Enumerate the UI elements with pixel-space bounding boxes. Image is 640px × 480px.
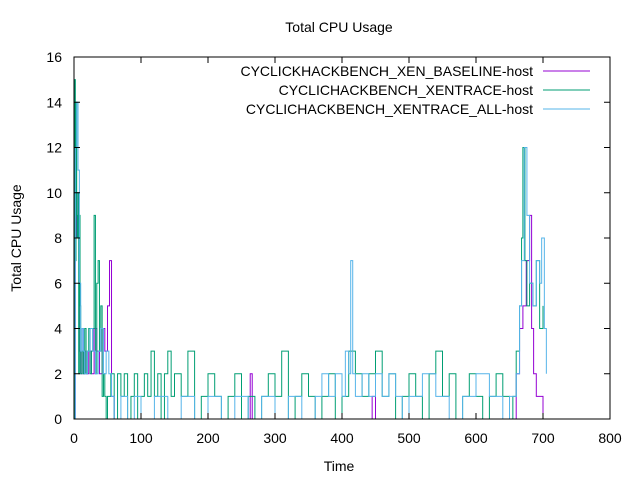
- y-tick-label: 16: [46, 49, 62, 65]
- y-tick-label: 0: [54, 411, 62, 427]
- x-tick-label: 300: [263, 430, 287, 446]
- x-tick-label: 200: [196, 430, 220, 446]
- series-layer: [74, 79, 547, 420]
- y-axis-label: Total CPU Usage: [8, 184, 24, 292]
- legend-label-2: CYCLICHACKBENCH_XENTRACE-host: [279, 82, 534, 98]
- y-tick-label: 10: [46, 185, 62, 201]
- x-tick-label: 400: [330, 430, 354, 446]
- x-tick-label: 0: [70, 430, 78, 446]
- x-tick-label: 800: [598, 430, 622, 446]
- x-tick-label: 600: [464, 430, 488, 446]
- series-line-2: [74, 79, 544, 420]
- x-tick-label: 500: [397, 430, 421, 446]
- y-tick-label: 8: [54, 230, 62, 246]
- y-tick-label: 6: [54, 275, 62, 291]
- x-tick-label: 700: [531, 430, 555, 446]
- x-axis-label: Time: [324, 458, 355, 474]
- y-tick-label: 4: [54, 321, 62, 337]
- series-line-3: [74, 101, 547, 420]
- legend-label-1: CYCLICKHACKBENCH_XEN_BASELINE-host: [240, 63, 533, 79]
- y-tick-label: 12: [46, 140, 62, 156]
- legend-label-3: CYCLICHACKBENCH_XENTRACE_ALL-host: [246, 101, 533, 117]
- y-tick-label: 2: [54, 366, 62, 382]
- x-tick-label: 100: [129, 430, 153, 446]
- y-tick-label: 14: [46, 94, 62, 110]
- legend: CYCLICKHACKBENCH_XEN_BASELINE-host CYCLIC…: [240, 63, 590, 117]
- ticks-layer: 0 100 200 300 400 500 600 700 800 0 2 4 6 8 10 12 14 16: [46, 49, 621, 446]
- chart-title: Total CPU Usage: [285, 19, 393, 35]
